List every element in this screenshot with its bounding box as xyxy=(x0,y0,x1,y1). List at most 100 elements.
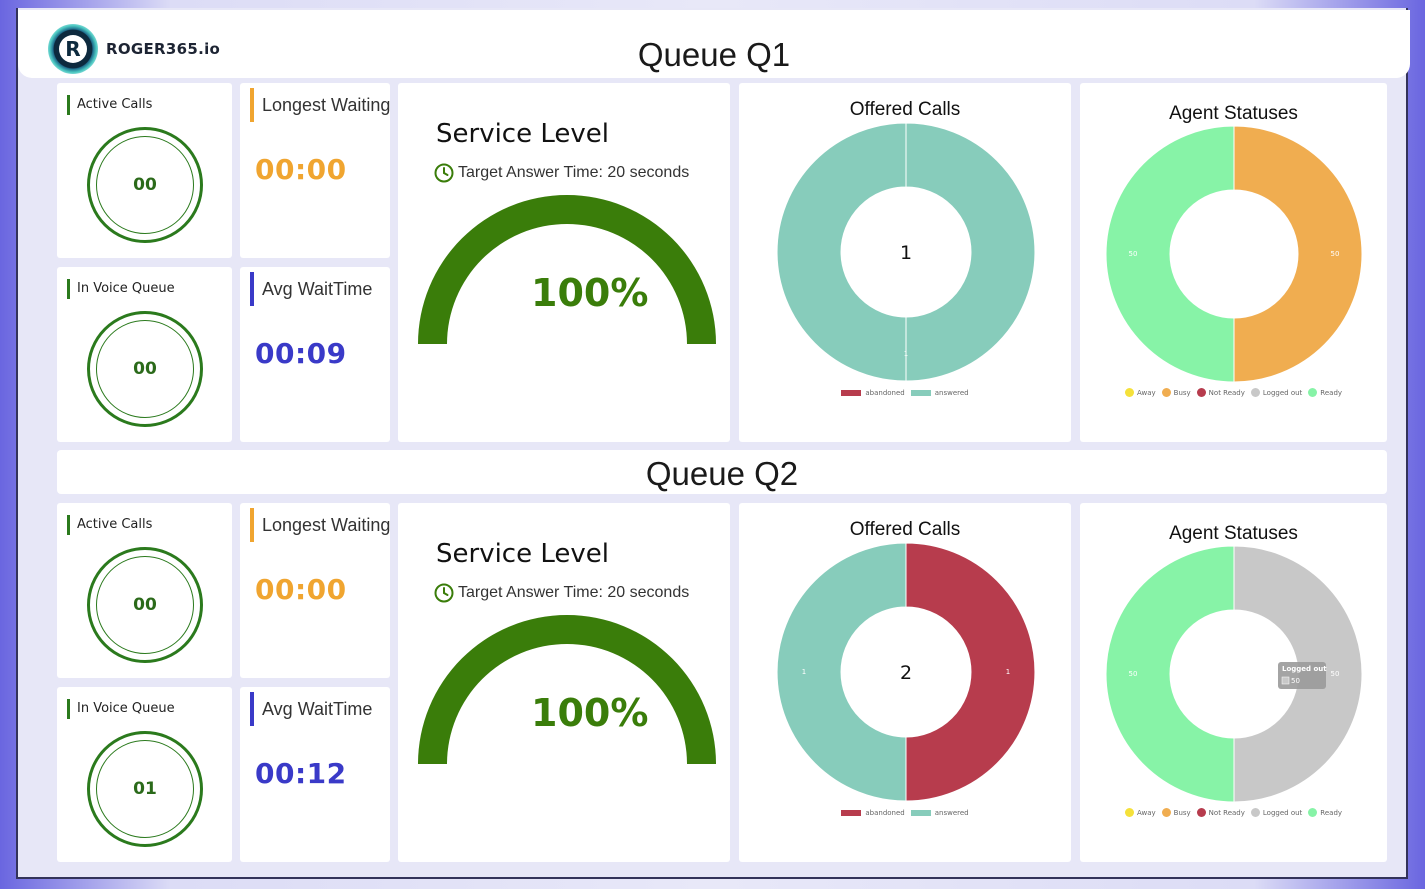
legend-item-ready[interactable]: Ready xyxy=(1308,388,1342,397)
card-accent xyxy=(250,272,254,306)
active-calls-value: 00 xyxy=(96,136,194,234)
in-voice-queue-ring: 01 xyxy=(87,731,203,847)
legend-item-answered[interactable]: answered xyxy=(910,809,969,817)
offered-slice-answered[interactable] xyxy=(776,122,1036,382)
target-answer-time-text: Target Answer Time: 20 seconds xyxy=(458,164,690,181)
legend-item-busy[interactable]: Busy xyxy=(1161,808,1191,817)
in-voice-queue-ring: 00 xyxy=(87,311,203,427)
agent-slice-label: 50 xyxy=(1129,250,1138,258)
offered-calls-center: 1 xyxy=(900,242,912,264)
gauge-fill xyxy=(418,615,716,764)
legend-label: Ready xyxy=(1320,808,1343,817)
service-level-title: Service Level xyxy=(436,119,609,149)
agent-slice-label: 50 xyxy=(1129,670,1138,678)
service-level-card: Service Level Target Answer Time: 20 seco… xyxy=(398,503,730,862)
avg-wait-label: Avg WaitTime xyxy=(262,699,373,719)
legend-label: Logged out xyxy=(1262,808,1303,817)
legend-swatch xyxy=(1196,808,1206,817)
legend-swatch xyxy=(910,810,931,816)
active-calls-label: Active Calls xyxy=(77,97,153,112)
service-level-gauge xyxy=(418,615,716,764)
logo-icon: R xyxy=(48,24,98,74)
legend-swatch xyxy=(1250,808,1260,817)
legend-swatch xyxy=(1250,388,1260,397)
in-voice-queue-card: In Voice Queue 01 xyxy=(57,687,232,862)
legend-label: Logged out xyxy=(1262,388,1303,397)
legend-swatch xyxy=(1196,388,1206,397)
offered-slice-answered[interactable] xyxy=(776,542,907,802)
target-answer-time-text: Target Answer Time: 20 seconds xyxy=(458,584,690,601)
legend-label: Not Ready xyxy=(1208,808,1245,817)
in-voice-queue-label: In Voice Queue xyxy=(77,701,175,716)
legend-item-away[interactable]: Away xyxy=(1124,388,1156,397)
service-level-gauge xyxy=(418,195,716,344)
in-voice-queue-value: 01 xyxy=(96,740,194,838)
legend-swatch xyxy=(1308,808,1318,817)
legend-swatch xyxy=(841,390,862,396)
legend-item-not-ready[interactable]: Not Ready xyxy=(1196,808,1245,817)
agent-statuses-legend: Away Busy Not Ready Logged out Ready xyxy=(1080,388,1387,397)
tooltip-value: 50 xyxy=(1291,677,1300,685)
tooltip-title: Logged out xyxy=(1282,665,1327,673)
legend-item-ready[interactable]: Ready xyxy=(1308,808,1342,817)
legend-item-abandoned[interactable]: abandoned xyxy=(841,809,905,817)
offered-slice-label: 1 xyxy=(802,668,806,676)
legend-label: abandoned xyxy=(865,389,905,397)
legend-item-not-ready[interactable]: Not Ready xyxy=(1196,388,1245,397)
agent-slice-label: 50 xyxy=(1331,670,1340,678)
legend-swatch xyxy=(1124,808,1134,817)
queue-title-q1: Queue Q1 xyxy=(637,36,791,73)
legend-swatch xyxy=(1308,388,1318,397)
legend-item-abandoned[interactable]: abandoned xyxy=(841,389,905,397)
legend-swatch xyxy=(1124,388,1134,397)
legend-label: answered xyxy=(934,389,969,397)
avg-wait-label: Avg WaitTime xyxy=(262,279,373,299)
offered-calls-donut: 1 1 2 xyxy=(776,542,1036,802)
offered-slice-abandoned[interactable] xyxy=(905,542,1036,802)
avg-wait-card: Avg WaitTime 00:12 xyxy=(240,687,390,862)
header-bar: R ROGER365.io Queue Q1 xyxy=(18,10,1410,78)
active-calls-value: 00 xyxy=(96,556,194,654)
agent-slice-busy[interactable] xyxy=(1233,125,1363,383)
logo: R ROGER365.io xyxy=(48,24,220,74)
active-calls-label: Active Calls xyxy=(77,517,153,532)
avg-wait-value: 00:09 xyxy=(255,337,347,370)
legend-label: Busy xyxy=(1173,388,1191,397)
in-voice-queue-label: In Voice Queue xyxy=(77,281,175,296)
card-accent xyxy=(67,515,70,535)
agent-statuses-card: Agent Statuses 50 50 Away Busy Not Ready Logge… xyxy=(1080,83,1387,442)
offered-calls-center: 2 xyxy=(900,662,912,684)
legend-swatch xyxy=(841,810,862,816)
agent-slice-ready[interactable] xyxy=(1105,125,1235,383)
agent-slice-ready[interactable] xyxy=(1105,545,1235,803)
avg-wait-card: Avg WaitTime 00:09 xyxy=(240,267,390,442)
card-accent xyxy=(250,88,254,122)
logo-text: ROGER365.io xyxy=(106,40,221,58)
agent-slice-logged-out[interactable] xyxy=(1233,545,1363,803)
legend-item-logged-out[interactable]: Logged out xyxy=(1250,808,1303,817)
avg-wait-value: 00:12 xyxy=(255,757,347,790)
offered-calls-legend: abandoned answered xyxy=(739,389,1071,397)
legend-item-away[interactable]: Away xyxy=(1124,808,1156,817)
offered-calls-card: Offered Calls 1 1 2 abandoned answered xyxy=(739,503,1071,862)
longest-waiting-value: 00:00 xyxy=(255,153,347,186)
legend-item-busy[interactable]: Busy xyxy=(1161,388,1191,397)
legend-item-logged-out[interactable]: Logged out xyxy=(1250,388,1303,397)
agent-statuses-title: Agent Statuses xyxy=(1169,523,1298,544)
offered-calls-donut: 11 xyxy=(776,122,1036,382)
legend-label: Busy xyxy=(1173,808,1191,817)
service-level-card: Service Level Target Answer Time: 20 seco… xyxy=(398,83,730,442)
service-level-title: Service Level xyxy=(436,539,609,569)
agent-statuses-title: Agent Statuses xyxy=(1169,103,1298,124)
offered-calls-card: Offered Calls 1 1 abandoned answered xyxy=(739,83,1071,442)
active-calls-card: Active Calls 00 xyxy=(57,503,232,678)
clock-icon xyxy=(434,163,454,183)
card-accent xyxy=(67,95,70,115)
service-level-target: Target Answer Time: 20 seconds xyxy=(434,583,689,603)
clock-icon xyxy=(434,583,454,603)
service-level-percent: 100% xyxy=(531,691,649,735)
active-calls-ring: 00 xyxy=(87,127,203,243)
active-calls-card: Active Calls 00 xyxy=(57,83,232,258)
legend-item-answered[interactable]: answered xyxy=(910,389,969,397)
tooltip-swatch xyxy=(1281,676,1290,685)
